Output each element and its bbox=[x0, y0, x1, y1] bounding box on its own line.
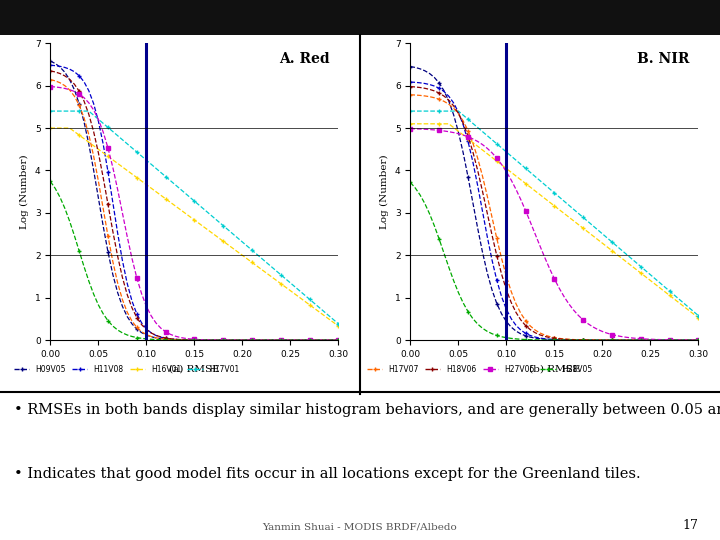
Legend: H17V07, H18V06, H27V05, H28V05: H17V07, H18V06, H27V05, H28V05 bbox=[364, 362, 595, 377]
X-axis label: (a) RMSE: (a) RMSE bbox=[169, 364, 220, 374]
Text: Yanmin Shuai - MODIS BRDF/Albedo: Yanmin Shuai - MODIS BRDF/Albedo bbox=[263, 523, 457, 532]
Y-axis label: Log (Number): Log (Number) bbox=[380, 154, 390, 229]
Legend: H09V05, H11V08, H16V01, H17V01: H09V05, H11V08, H16V01, H17V01 bbox=[11, 362, 242, 377]
Text: • Indicates that good model fits occur in all locations except for the Greenland: • Indicates that good model fits occur i… bbox=[14, 467, 641, 481]
Text: • RMSEs in both bands display similar histogram behaviors, and are generally bet: • RMSEs in both bands display similar hi… bbox=[14, 402, 720, 417]
Y-axis label: Log (Number): Log (Number) bbox=[20, 154, 30, 229]
X-axis label: (b) RMSE: (b) RMSE bbox=[528, 364, 580, 374]
Text: A. Red: A. Red bbox=[279, 52, 330, 66]
Text: B. NIR: B. NIR bbox=[637, 52, 690, 66]
Text: 17: 17 bbox=[683, 519, 698, 532]
